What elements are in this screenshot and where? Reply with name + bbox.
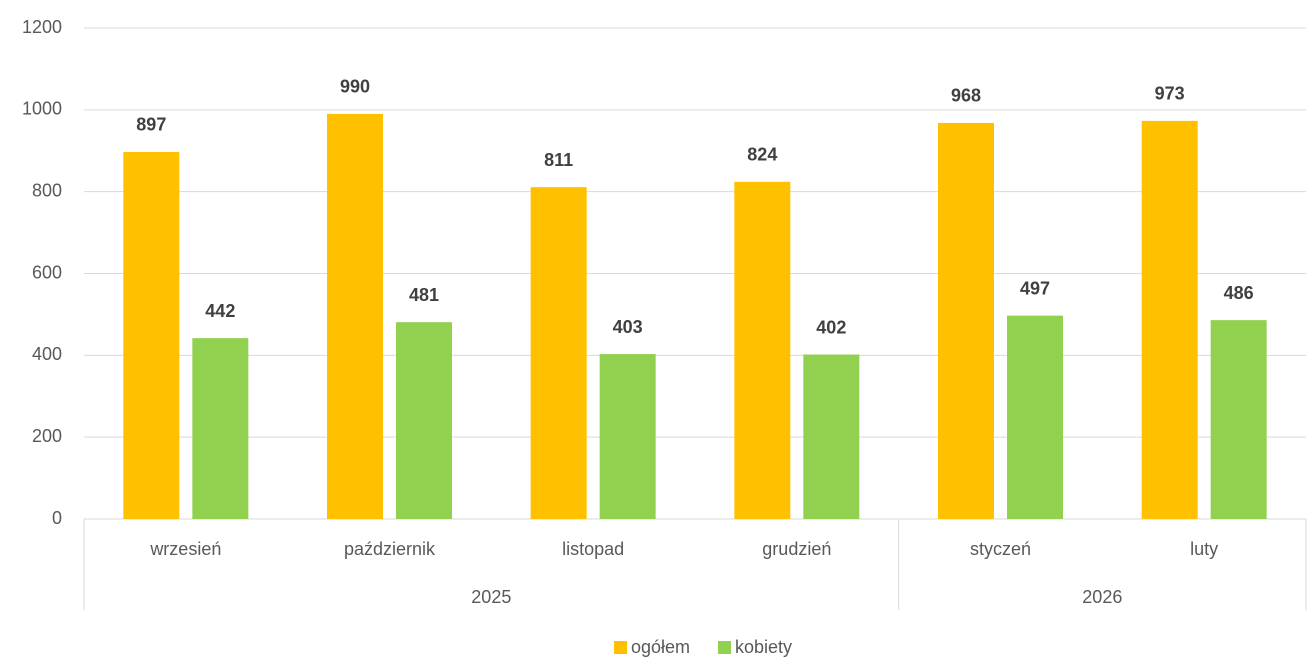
value-label: 481 <box>409 285 439 305</box>
bar <box>1210 320 1267 519</box>
group-label: 2025 <box>471 587 511 607</box>
x-tick-label: styczeń <box>970 539 1031 559</box>
bar <box>938 122 994 519</box>
value-label: 402 <box>816 317 846 337</box>
legend-swatch <box>614 641 627 654</box>
x-tick-label: luty <box>1190 539 1218 559</box>
x-tick-label: grudzień <box>762 539 831 559</box>
value-label: 811 <box>544 150 573 170</box>
value-label: 486 <box>1224 283 1254 303</box>
legend-label: kobiety <box>735 637 792 657</box>
bar <box>530 187 587 519</box>
bar <box>396 322 452 519</box>
value-label: 442 <box>205 301 235 321</box>
legend-label: ogółem <box>631 637 690 657</box>
value-label: 973 <box>1155 84 1185 104</box>
legend-swatch <box>718 641 731 654</box>
bar <box>1007 315 1063 519</box>
x-tick-label: październik <box>344 539 436 559</box>
bar <box>123 151 180 520</box>
value-label: 897 <box>136 115 166 135</box>
bar <box>327 113 383 520</box>
y-tick-label: 800 <box>32 180 62 200</box>
y-tick-label: 1000 <box>22 99 62 119</box>
x-tick-label: listopad <box>562 539 624 559</box>
group-label: 2026 <box>1082 587 1122 607</box>
bar <box>192 338 249 519</box>
value-label: 403 <box>613 317 643 337</box>
y-tick-label: 1200 <box>22 17 62 37</box>
value-label: 990 <box>340 77 370 97</box>
y-tick-label: 0 <box>52 508 62 528</box>
y-tick-label: 400 <box>32 344 62 364</box>
value-label: 968 <box>951 86 981 106</box>
bar <box>734 181 791 519</box>
bar <box>1141 120 1198 520</box>
bar <box>803 354 860 519</box>
y-tick-label: 200 <box>32 426 62 446</box>
x-tick-label: wrzesień <box>149 539 221 559</box>
y-tick-label: 600 <box>32 262 62 282</box>
value-label: 824 <box>747 145 777 165</box>
value-label: 497 <box>1020 278 1050 298</box>
bar <box>599 354 656 519</box>
